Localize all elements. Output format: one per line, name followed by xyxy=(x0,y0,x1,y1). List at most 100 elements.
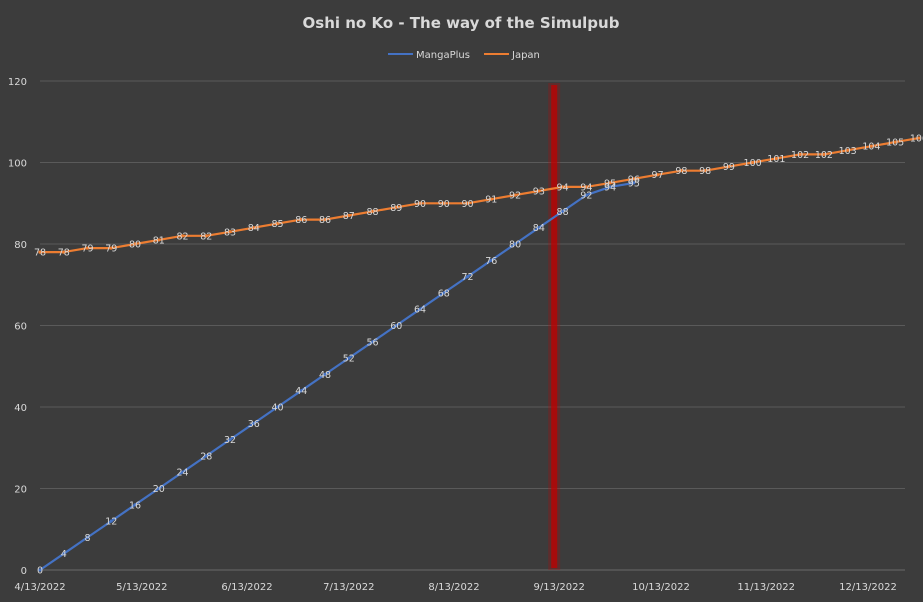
data-point-mangaplus xyxy=(204,454,208,458)
data-label-japan: 88 xyxy=(367,207,379,218)
data-label-japan: 89 xyxy=(390,203,402,214)
y-tick-label: 100 xyxy=(8,159,27,170)
data-label-mangaplus: 95 xyxy=(628,178,640,189)
data-point-mangaplus xyxy=(632,181,636,185)
data-point-mangaplus xyxy=(38,568,42,572)
series-line-japan xyxy=(40,137,920,254)
data-point-japan xyxy=(632,177,636,181)
data-point-japan xyxy=(893,140,897,144)
y-tick-label: 80 xyxy=(14,240,27,251)
data-point-japan xyxy=(38,250,42,254)
data-point-mangaplus xyxy=(228,438,232,442)
data-label-japan: 105 xyxy=(886,138,904,149)
data-point-japan xyxy=(252,226,256,230)
data-point-mangaplus xyxy=(180,470,185,474)
data-point-mangaplus xyxy=(299,389,303,393)
data-label-japan: 87 xyxy=(343,211,355,222)
data-label-japan: 103 xyxy=(839,146,857,157)
data-point-japan xyxy=(703,169,707,173)
data-label-mangaplus: 28 xyxy=(200,451,212,462)
data-label-japan: 98 xyxy=(699,166,711,177)
data-point-japan xyxy=(442,201,446,205)
data-point-japan xyxy=(869,144,873,148)
data-point-japan xyxy=(774,156,778,161)
data-point-japan xyxy=(489,197,493,201)
chart-title: Oshi no Ko - The way of the Simulpub xyxy=(303,14,620,32)
data-point-mangaplus xyxy=(252,421,256,425)
data-label-japan: 92 xyxy=(509,191,521,202)
data-label-japan: 78 xyxy=(58,248,70,259)
data-point-japan xyxy=(157,238,161,242)
data-point-japan xyxy=(917,136,921,140)
data-label-japan: 90 xyxy=(462,199,474,210)
data-label-mangaplus: 16 xyxy=(129,500,141,511)
data-label-mangaplus: 76 xyxy=(485,256,497,267)
x-tick-label: 12/13/2022 xyxy=(839,582,897,593)
x-tick-label: 8/13/2022 xyxy=(428,582,479,593)
data-point-mangaplus xyxy=(537,226,541,230)
data-point-japan xyxy=(846,148,850,152)
data-point-japan xyxy=(109,246,113,250)
data-label-japan: 78 xyxy=(34,248,46,259)
x-tick-label: 4/13/2022 xyxy=(14,582,65,593)
data-label-japan: 79 xyxy=(105,244,117,255)
data-point-mangaplus xyxy=(489,258,493,262)
data-label-mangaplus: 12 xyxy=(105,517,117,528)
highlight-band xyxy=(551,85,558,568)
data-point-mangaplus xyxy=(133,503,137,507)
data-label-mangaplus: 36 xyxy=(248,419,260,430)
data-label-mangaplus: 8 xyxy=(84,533,90,544)
data-point-mangaplus xyxy=(323,372,327,376)
data-label-japan: 106 xyxy=(910,134,923,145)
data-point-mangaplus xyxy=(157,486,161,491)
data-label-japan: 82 xyxy=(176,231,188,242)
data-label-japan: 104 xyxy=(862,142,880,153)
data-label-mangaplus: 48 xyxy=(319,370,331,381)
data-label-japan: 102 xyxy=(791,150,809,161)
data-label-japan: 86 xyxy=(295,215,307,226)
data-label-japan: 85 xyxy=(271,219,283,230)
data-point-mangaplus xyxy=(370,340,375,344)
data-label-mangaplus: 72 xyxy=(462,272,474,283)
data-label-japan: 80 xyxy=(129,240,141,251)
grid-lines xyxy=(40,80,905,571)
data-point-japan xyxy=(608,181,612,185)
data-point-japan xyxy=(133,242,137,246)
data-label-mangaplus: 40 xyxy=(271,403,283,414)
data-label-japan: 100 xyxy=(744,158,762,169)
data-label-japan: 91 xyxy=(485,195,497,206)
data-label-japan: 83 xyxy=(224,227,236,238)
data-label-mangaplus: 56 xyxy=(367,337,379,348)
data-label-japan: 101 xyxy=(767,154,785,165)
data-point-mangaplus xyxy=(465,275,470,279)
y-tick-label: 60 xyxy=(14,322,27,333)
data-label-mangaplus: 92 xyxy=(580,191,592,202)
data-label-japan: 102 xyxy=(815,150,833,161)
series-layer xyxy=(38,136,921,572)
data-point-japan xyxy=(204,234,208,238)
x-tick-label: 9/13/2022 xyxy=(534,582,585,593)
x-tick-label: 5/13/2022 xyxy=(116,582,167,593)
data-point-japan xyxy=(751,160,755,165)
data-point-mangaplus xyxy=(418,307,422,311)
data-label-mangaplus: 0 xyxy=(37,566,43,577)
data-point-japan xyxy=(822,152,826,156)
data-point-japan xyxy=(727,164,731,169)
data-label-japan: 82 xyxy=(200,231,212,242)
legend: MangaPlus Japan xyxy=(388,50,540,61)
data-label-mangaplus: 52 xyxy=(343,354,355,365)
data-point-mangaplus xyxy=(347,356,351,360)
data-label-japan: 90 xyxy=(414,199,426,210)
data-point-japan xyxy=(418,201,422,205)
y-tick-label: 20 xyxy=(14,485,27,496)
data-point-mangaplus xyxy=(85,535,90,540)
highlight-band-layer xyxy=(548,83,561,570)
data-point-japan xyxy=(62,250,66,254)
series-line-mangaplus xyxy=(39,181,635,571)
data-label-mangaplus: 4 xyxy=(61,549,67,560)
data-point-japan xyxy=(537,189,541,193)
x-tick-label: 10/13/2022 xyxy=(632,582,690,593)
data-label-japan: 94 xyxy=(580,182,592,193)
